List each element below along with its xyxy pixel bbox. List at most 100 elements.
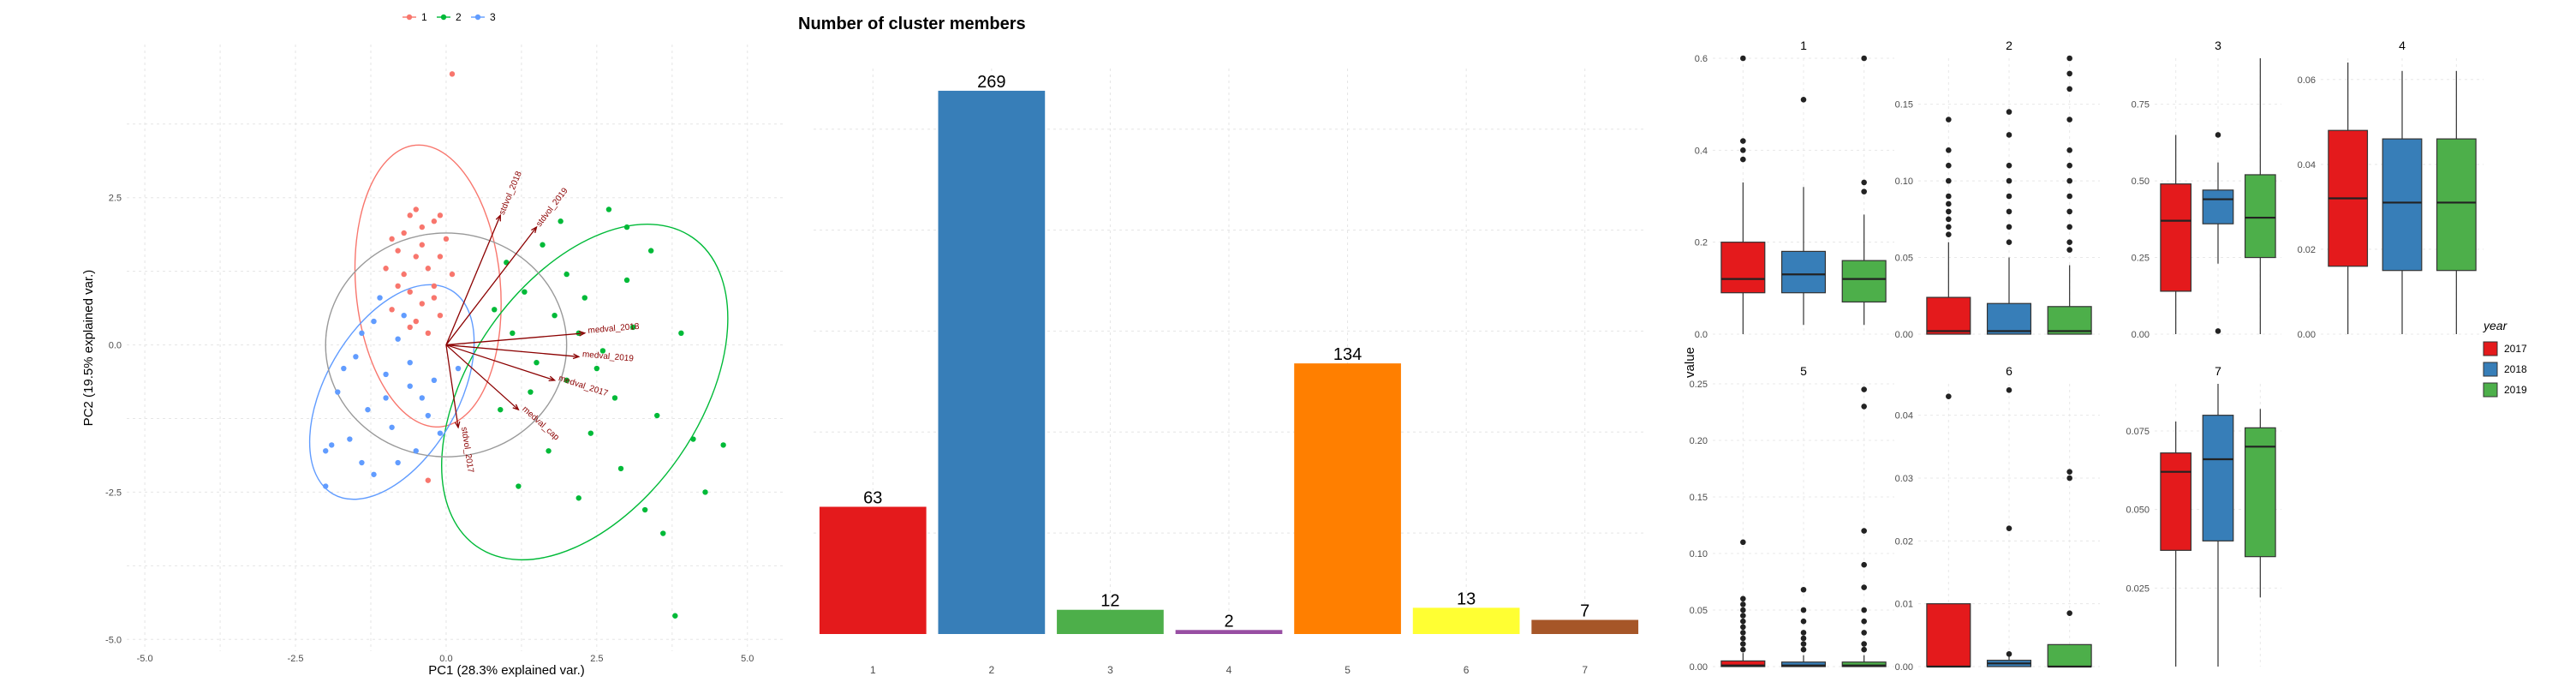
pca-loading-label: medval_cap (520, 404, 561, 442)
pca-point-cluster-1 (407, 212, 413, 218)
boxplot-outlier-point (2006, 651, 2012, 657)
pca-point-cluster-1 (413, 206, 419, 212)
boxplot-outlier-point (1861, 618, 1867, 625)
pca-point-cluster-2 (546, 448, 552, 454)
boxplot-outlier-point (1946, 193, 1952, 200)
boxplot-outlier-point (1740, 138, 1746, 144)
pca-ellipse-1 (354, 144, 502, 428)
pca-loading-arrow (445, 344, 459, 428)
boxplot-y-tick-label: 0.050 (2126, 506, 2150, 516)
boxplot-outlier-point (1861, 646, 1867, 653)
boxplot-outlier-point (2066, 70, 2072, 77)
boxplot-outlier-point (1946, 216, 1952, 223)
boxplot-outlier-point (1800, 641, 1807, 647)
pca-y-tick-label: -5.0 (105, 635, 122, 645)
boxplot-legend-label: 2018 (2504, 363, 2527, 375)
boxplot-y-tick-label: 0.0 (1695, 330, 1708, 340)
boxplot-outlier-point (1946, 200, 1952, 207)
pca-point-cluster-3 (371, 471, 377, 477)
pca-point-cluster-3 (359, 330, 365, 337)
pca-legend-key-point (474, 14, 481, 21)
pca-biplot: -5.0 -2.5 0.0 2.5 5.0 -5.0 -2.5 0.0 2.5 PC1 (28.3… (81, 11, 784, 678)
boxplot-outlier-point (1800, 586, 1807, 593)
pca-point-cluster-2 (498, 406, 504, 413)
boxplot-y-tick-label: 0.10 (1690, 549, 1708, 559)
pca-point-cluster-3 (395, 459, 401, 466)
boxplot-outlier-point (2006, 208, 2012, 215)
pca-point-cluster-2 (690, 436, 696, 442)
boxplot-legend-label: 2019 (2504, 384, 2527, 396)
boxplot-y-tick-label: 0.03 (1895, 474, 1913, 484)
boxplot-box-2017 (2160, 452, 2192, 551)
boxplot-outlier-point (2006, 387, 2012, 393)
pca-point-cluster-2 (522, 289, 528, 295)
boxplot-box-2018 (1780, 250, 1827, 294)
pca-point-cluster-3 (407, 383, 413, 389)
boxplot-y-tick-label: 0.02 (1895, 536, 1913, 547)
boxplot-box-2017 (1926, 296, 1971, 335)
boxplot-outlier-point (2006, 162, 2012, 169)
boxplot-outlier-point (1946, 224, 1952, 230)
pca-point-cluster-1 (407, 289, 413, 295)
boxplot-outlier-point (1861, 528, 1867, 534)
pca-loading-arrow (445, 226, 538, 345)
pca-point-cluster-2 (516, 483, 522, 489)
pca-point-cluster-1 (413, 318, 419, 325)
boxplot-outlier-point (2006, 109, 2012, 115)
boxplot-outlier-point (2006, 224, 2012, 230)
pca-loading-label: medval_2018 (587, 322, 640, 336)
boxplot-box-2017 (1720, 242, 1766, 294)
pca-point-cluster-1 (395, 248, 401, 254)
pca-point-cluster-1 (449, 71, 456, 77)
boxplot-outlier-point (2066, 239, 2072, 245)
boxplot-y-tick-label: 0.50 (2132, 176, 2150, 187)
boxplot-outlier-point (2066, 469, 2072, 475)
pca-point-cluster-2 (599, 348, 606, 354)
pca-ellipse-3 (308, 284, 475, 500)
pca-point-cluster-3 (425, 412, 432, 419)
boxplot-outlier-point (1740, 607, 1746, 613)
pca-point-cluster-2 (660, 530, 666, 536)
boxplot-box-2017 (1926, 603, 1971, 667)
pca-point-cluster-2 (678, 330, 684, 337)
pca-point-cluster-3 (341, 365, 347, 372)
boxplot-y-tick-label: 0.10 (1895, 176, 1913, 187)
pca-loading-arrowhead (454, 421, 461, 429)
pca-y-axis-title: PC2 (19.5% explained var.) (81, 270, 96, 427)
boxplot-outlier-point (1740, 630, 1746, 636)
boxplot-outlier-point (1800, 646, 1807, 653)
pca-loading-arrowhead (578, 331, 587, 337)
boxplot-facet-label: 7 (2215, 364, 2221, 378)
pca-point-cluster-1 (425, 477, 432, 483)
pca-loading-arrow (445, 215, 501, 345)
boxplot-outlier-point (1740, 624, 1746, 631)
boxplot-y-tick-label: 0.075 (2126, 427, 2150, 437)
boxplot-outlier-point (2215, 132, 2221, 138)
boxplot-y-tick-label: 0.4 (1695, 146, 1708, 156)
pca-point-cluster-2 (617, 465, 624, 472)
bar-value-label: 269 (977, 73, 1005, 92)
pca-point-cluster-3 (329, 442, 335, 448)
pca-point-cluster-2 (654, 412, 660, 419)
bar-x-tick-label: 2 (989, 664, 995, 676)
pca-point-cluster-1 (437, 212, 444, 218)
boxplot-outlier-point (1800, 635, 1807, 642)
boxplot-y-tick-label: 0.04 (1895, 411, 1913, 422)
boxplot-y-tick-label: 0.04 (2298, 160, 2316, 170)
boxplot-legend-key (2483, 362, 2498, 377)
pca-point-cluster-2 (623, 277, 630, 284)
pca-point-cluster-2 (641, 506, 648, 513)
pca-point-cluster-2 (720, 442, 726, 448)
pca-legend-key-point (406, 14, 413, 21)
boxplot-y-tick-label: 0.2 (1695, 238, 1708, 248)
pca-point-cluster-2 (647, 248, 654, 254)
bar-cluster-7 (1531, 619, 1639, 634)
boxplot-y-tick-label: 0.20 (1690, 436, 1708, 446)
pca-point-cluster-2 (605, 206, 612, 212)
boxplot-facet-grid: 1 0.0 0.2 0.4 0.6 2 0.00 0.05 0.10 0.15 3 0.00 0.25 0… (1683, 39, 2527, 673)
boxplot-y-tick-label: 0.15 (1690, 493, 1708, 503)
pca-point-cluster-3 (419, 395, 425, 401)
bar-cluster-5 (1294, 363, 1401, 634)
pca-loading-label: stdvol_2019 (534, 186, 570, 229)
